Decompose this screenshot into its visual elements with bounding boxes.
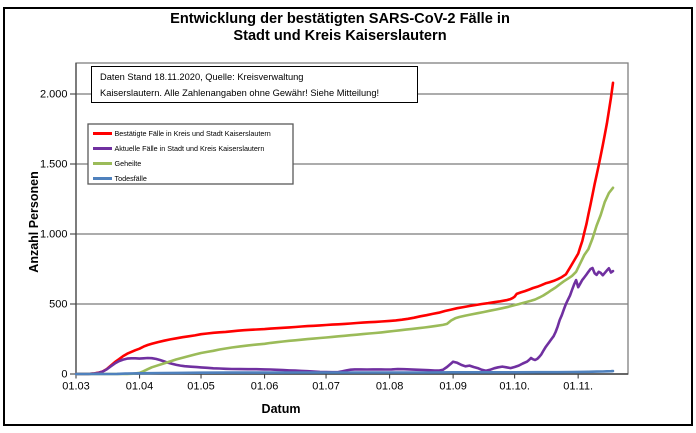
legend-box (87, 123, 294, 185)
x-axis-title: Datum (261, 402, 301, 416)
x-tick-label: 01.10. (499, 381, 530, 393)
annotation-line-1: Daten Stand 18.11.2020, Quelle: Kreisver… (100, 72, 304, 82)
annotation-line-2: Kaiserslautern. Alle Zahlenangaben ohne … (100, 88, 380, 98)
series-line-geheilte (74, 186, 615, 376)
x-tick-label: 01.11. (563, 381, 593, 393)
x-tick-label: 01.03 (62, 381, 90, 393)
y-tick-label: 1.000 (40, 229, 68, 241)
legend-label-geheilte: Geheilte (115, 159, 142, 168)
y-tick-label: 2.000 (40, 89, 68, 101)
series-line-todesfaelle (74, 369, 615, 376)
chart-title-line-2: Stadt und Kreis Kaiserslautern (233, 28, 447, 44)
x-tick-label: 01.05 (187, 381, 215, 393)
series-line-bestaetigte-faelle (74, 81, 615, 376)
annotation-box: Daten Stand 18.11.2020, Quelle: Kreisver… (91, 66, 418, 103)
x-tick-label: 01.08 (376, 381, 404, 393)
x-tick-label: 01.04 (126, 381, 154, 393)
y-axis-title: Anzahl Personen (27, 171, 41, 273)
chart-title-line-1: Entwicklung der bestätigten SARS-CoV-2 F… (170, 11, 510, 27)
chart-title: Entwicklung der bestätigten SARS-CoV-2 F… (50, 11, 630, 45)
x-tick-label: 01.07 (312, 381, 340, 393)
x-tick-label: 01.09 (439, 381, 467, 393)
y-tick-label: 1.500 (40, 159, 68, 171)
x-tick-label: 01.06 (251, 381, 279, 393)
legend-label-aktuelle-faelle: Aktuelle Fälle in Stadt und Kreis Kaiser… (115, 144, 265, 153)
y-tick-label: 0 (61, 369, 67, 381)
series-line-aktuelle-faelle (74, 266, 615, 376)
plot-frame (75, 62, 629, 375)
legend-label-todesfaelle: Todesfälle (115, 174, 147, 183)
y-tick-label: 500 (49, 299, 67, 311)
legend-label-bestaetigte-faelle: Bestätigte Fälle in Kreis und Stadt Kais… (115, 129, 271, 138)
